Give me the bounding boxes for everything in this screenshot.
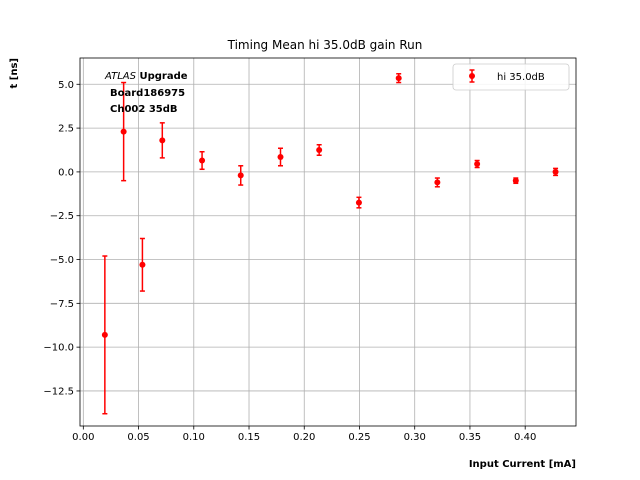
- data-point: [552, 168, 559, 175]
- atlas-annotation: ATLAS Upgrade Board186975 Ch002 35dB: [104, 71, 188, 115]
- y-tick-label: 2.5: [58, 124, 74, 135]
- data-point: [101, 331, 108, 338]
- x-tick-label: 0.15: [238, 432, 260, 443]
- y-tick-label: −5.0: [50, 255, 74, 266]
- atlas-label: ATLAS: [104, 71, 137, 82]
- x-axis-ticks: 0.00 0.05 0.10 0.15 0.20 0.25 0.30 0.35 0.40: [72, 426, 536, 443]
- y-axis-label: t [ns]: [9, 58, 20, 88]
- data-point: [316, 147, 323, 153]
- x-tick-label: 0.40: [514, 432, 536, 443]
- upgrade-label: Upgrade: [139, 71, 187, 82]
- x-axis-label: Input Current [mA]: [469, 459, 576, 470]
- plot-frame: [79, 57, 577, 427]
- x-tick-label: 0.05: [127, 432, 149, 443]
- chart-title: Timing Mean hi 35.0dB gain Run: [227, 38, 423, 52]
- y-tick-label: 5.0: [58, 80, 74, 91]
- legend: hi 35.0dB: [452, 63, 570, 91]
- data-point: [159, 137, 166, 144]
- data-point: [474, 161, 481, 168]
- x-tick-label: 0.25: [348, 432, 370, 443]
- data-point: [199, 157, 206, 164]
- y-tick-label: −10.0: [43, 343, 74, 354]
- svg-text:ATLAS Upgrade: ATLAS Upgrade: [104, 71, 188, 82]
- data-point: [237, 172, 244, 179]
- data-marks: [101, 73, 559, 415]
- y-tick-label: −12.5: [43, 386, 74, 397]
- channel-label: Ch002 35dB: [110, 104, 178, 115]
- data-point: [120, 128, 127, 135]
- x-tick-label: 0.10: [183, 432, 205, 443]
- legend-marker: [469, 69, 475, 83]
- x-tick-label: 0.20: [293, 432, 315, 443]
- data-point: [355, 199, 362, 206]
- y-tick-label: −2.5: [50, 211, 74, 222]
- x-tick-label: 0.30: [404, 432, 426, 443]
- x-tick-label: 0.35: [459, 432, 481, 443]
- data-point: [512, 177, 519, 184]
- legend-frame: [452, 63, 570, 91]
- board-label: Board186975: [110, 88, 185, 99]
- data-point: [277, 154, 284, 161]
- y-axis-ticks: 5.0 2.5 0.0 −2.5 −5.0 −7.5 −10.0 −12.5: [43, 80, 80, 397]
- data-point: [395, 75, 402, 82]
- data-point: [139, 261, 146, 268]
- x-tick-label: 0.00: [72, 432, 94, 443]
- legend-label: hi 35.0dB: [497, 72, 545, 83]
- data-point: [434, 179, 441, 186]
- y-tick-label: 0.0: [58, 167, 74, 178]
- y-tick-label: −7.5: [50, 299, 74, 310]
